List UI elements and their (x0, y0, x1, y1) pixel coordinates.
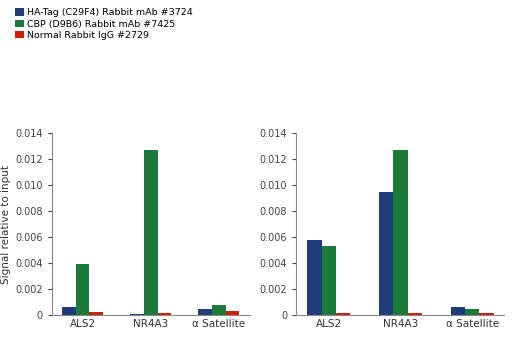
Y-axis label: Signal relative to input: Signal relative to input (1, 164, 11, 284)
Bar (158, 313, 171, 315)
Bar (321, 246, 336, 315)
Bar (131, 314, 144, 315)
Bar (76, 264, 89, 315)
Bar (393, 150, 408, 315)
Bar (89, 312, 103, 315)
Legend: HA-Tag (C29F4) Rabbit mAb #3724, CBP (D9B6) Rabbit mAb #7425, Normal Rabbit IgG : HA-Tag (C29F4) Rabbit mAb #3724, CBP (D9… (15, 8, 193, 40)
Bar (336, 313, 350, 315)
Bar (379, 191, 393, 315)
Bar (62, 307, 76, 315)
Bar (479, 313, 493, 315)
Bar (144, 150, 158, 315)
Bar (199, 309, 212, 315)
Bar (212, 305, 226, 315)
Bar (307, 240, 321, 315)
Bar (451, 307, 465, 315)
Bar (226, 311, 239, 315)
Bar (408, 313, 422, 315)
Bar (465, 308, 479, 315)
